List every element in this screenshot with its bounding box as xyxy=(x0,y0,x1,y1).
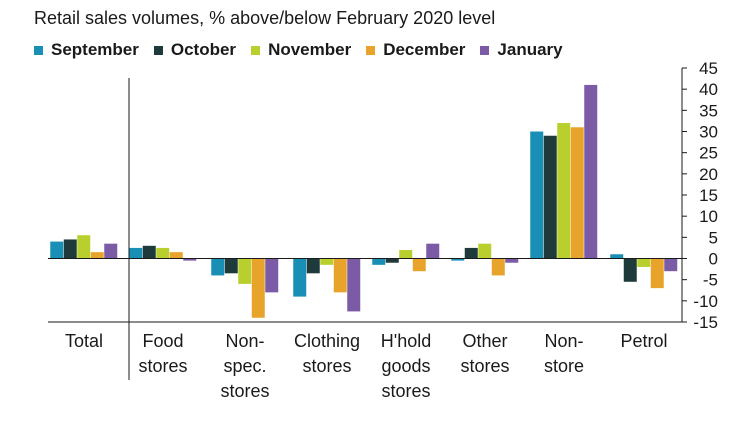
legend-swatch xyxy=(153,45,163,55)
legend-label: December xyxy=(383,40,466,59)
legend-label: January xyxy=(497,40,563,59)
bar-november xyxy=(238,258,252,284)
x-category-label: stores xyxy=(138,356,187,376)
bar-november xyxy=(637,258,651,267)
bar-september xyxy=(129,247,143,259)
legend-item-september: September xyxy=(34,40,139,60)
y-tick-label: 35 xyxy=(699,101,718,120)
bar-january xyxy=(183,258,197,261)
y-tick-label: -5 xyxy=(703,271,718,290)
bar-november xyxy=(320,258,334,265)
bar-december xyxy=(251,258,265,318)
y-tick-label: 5 xyxy=(709,228,718,247)
x-category-label: H'hold xyxy=(381,331,431,351)
y-tick-label: 30 xyxy=(699,123,718,142)
legend-item-december: December xyxy=(366,40,465,60)
bar-september xyxy=(293,258,307,297)
bar-december xyxy=(412,258,426,272)
legend-swatch xyxy=(251,45,261,55)
y-tick-label: -10 xyxy=(693,292,718,311)
y-tick-label: 25 xyxy=(699,144,718,163)
bar-january xyxy=(104,243,118,259)
x-category-label: Non- xyxy=(544,331,583,351)
bar-january xyxy=(505,258,519,263)
bar-october xyxy=(224,258,238,274)
chart-title: Retail sales volumes, % above/below Febr… xyxy=(34,8,496,28)
bar-december xyxy=(650,258,664,289)
x-category-label: Petrol xyxy=(620,331,667,351)
y-tick-label: 40 xyxy=(699,80,718,99)
x-category-label: stores xyxy=(302,356,351,376)
bar-november xyxy=(557,123,571,259)
x-category-label: stores xyxy=(220,381,269,401)
legend-swatch xyxy=(34,45,43,55)
bar-october xyxy=(385,258,399,263)
x-category-label: stores xyxy=(460,356,509,376)
bar-january xyxy=(347,258,361,312)
bar-november xyxy=(478,243,492,259)
bar-november xyxy=(399,250,413,259)
bar-december xyxy=(90,252,104,259)
bar-december xyxy=(169,252,183,259)
legend: September October November December January xyxy=(34,40,578,60)
y-tick-label: 10 xyxy=(699,207,718,226)
bar-september xyxy=(530,131,544,259)
x-category-label: Other xyxy=(462,331,507,351)
bar-september xyxy=(451,258,465,261)
legend-label: September xyxy=(51,40,139,59)
bar-november xyxy=(156,247,170,259)
x-category-label: stores xyxy=(381,381,430,401)
y-tick-label: 20 xyxy=(699,165,718,184)
legend-label: November xyxy=(268,40,352,59)
x-category-label: store xyxy=(544,356,584,376)
y-tick-label: 0 xyxy=(709,250,718,269)
bar-january xyxy=(426,243,440,259)
legend-item-january: January xyxy=(480,40,563,60)
y-tick-label: 45 xyxy=(699,59,718,78)
bar-december xyxy=(570,127,584,259)
bar-september xyxy=(372,258,386,265)
x-category-label: goods xyxy=(381,356,430,376)
bar-december xyxy=(333,258,347,293)
bar-december xyxy=(491,258,505,276)
y-tick-label: 15 xyxy=(699,186,718,205)
bar-september xyxy=(610,254,624,259)
y-tick-label: -15 xyxy=(693,313,718,332)
bar-october xyxy=(63,239,77,259)
bar-october xyxy=(464,247,478,259)
bar-september xyxy=(50,241,64,259)
x-category-label: Clothing xyxy=(294,331,360,351)
bar-january xyxy=(584,84,598,259)
x-category-label: spec. xyxy=(223,356,266,376)
bar-october xyxy=(543,135,557,259)
legend-swatch xyxy=(480,45,490,55)
x-category-label: Non- xyxy=(225,331,264,351)
x-category-label: Total xyxy=(65,331,103,351)
bar-october xyxy=(142,245,156,259)
x-category-label: Food xyxy=(142,331,183,351)
bar-october xyxy=(623,258,637,282)
legend-label: October xyxy=(170,40,237,59)
legend-swatch xyxy=(366,45,376,55)
bar-january xyxy=(265,258,279,293)
bar-october xyxy=(306,258,320,274)
legend-item-november: November xyxy=(251,40,351,60)
bar-january xyxy=(664,258,678,272)
legend-item-october: October xyxy=(153,40,237,60)
bar-november xyxy=(77,235,91,259)
bar-september xyxy=(211,258,225,276)
